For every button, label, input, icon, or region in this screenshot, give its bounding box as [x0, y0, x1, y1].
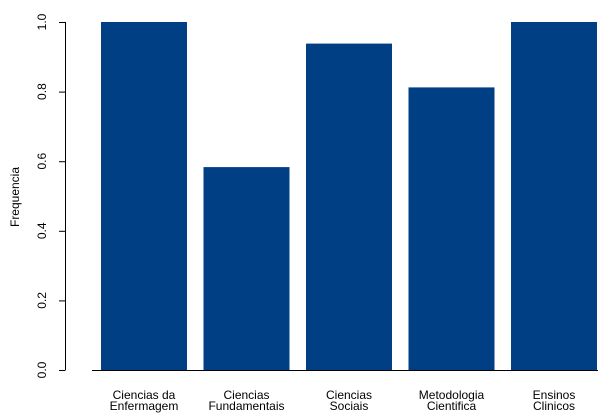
x-tick-label-0-line-0: Ciencias da [113, 388, 176, 402]
y-tick-label-5: 1.0 [35, 13, 49, 30]
bar-1 [203, 167, 290, 370]
y-tick-label-4: 0.8 [35, 83, 49, 100]
x-tick-label-4-line-1: Clinicos [533, 399, 575, 413]
y-tick-label-1: 0.2 [35, 292, 49, 309]
x-tick-label-2: Ciencias Sociais [326, 388, 372, 413]
x-tick-label-3: Metodologia Cientifica [419, 388, 485, 413]
x-tick-label-0: Ciencias da Enfermagem [110, 388, 179, 413]
x-tick-label-2-line-1: Sociais [330, 399, 369, 413]
x-tick-label-4: Ensinos Clinicos [533, 388, 576, 413]
bar-4 [511, 22, 597, 370]
y-tick-label-0: 0.0 [35, 361, 49, 378]
bar-3 [408, 87, 495, 371]
x-tick-label-1: Ciencias Fundamentais [208, 388, 284, 413]
x-tick-label-4-line-0: Ensinos [533, 388, 576, 402]
x-tick-label-2-line-0: Ciencias [326, 388, 372, 402]
x-tick-label-0-line-1: Enfermagem [110, 399, 179, 413]
y-axis-title: Frequencia [8, 167, 22, 227]
y-tick-label-3: 0.6 [35, 153, 49, 170]
bar-2 [306, 43, 392, 370]
x-tick-label-3-line-0: Metodologia [419, 388, 485, 402]
x-tick-label-3-line-1: Cientifica [427, 399, 477, 413]
x-tick-label-1-line-1: Fundamentais [208, 399, 284, 413]
y-axis: 0.0 0.2 0.4 0.6 0.8 1.0 [35, 13, 66, 378]
bars-group [101, 22, 597, 371]
bar-0 [101, 22, 187, 370]
x-tick-label-1-line-0: Ciencias [223, 388, 269, 402]
y-tick-label-2: 0.4 [35, 222, 49, 239]
y-ticks: 0.0 0.2 0.4 0.6 0.8 1.0 [35, 13, 66, 378]
